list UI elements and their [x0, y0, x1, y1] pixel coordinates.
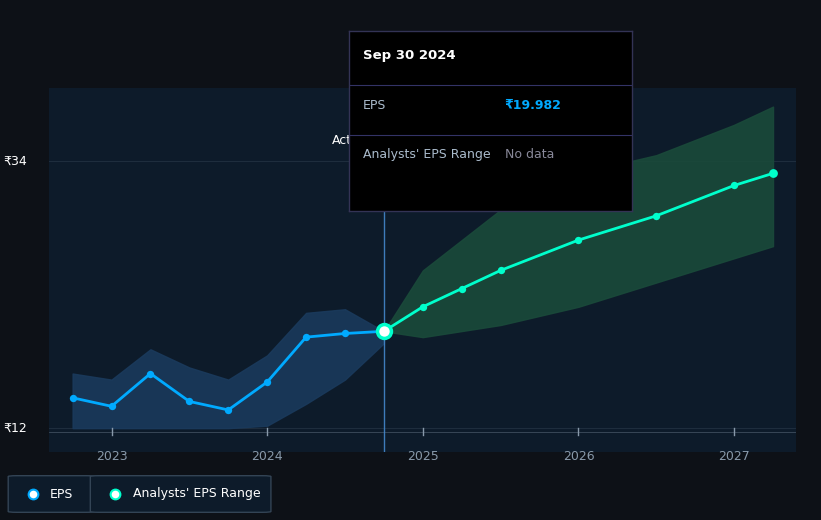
- Text: ₹34: ₹34: [3, 155, 27, 167]
- Point: [455, 284, 468, 293]
- Point: [416, 303, 429, 311]
- Text: Analysts' EPS Range: Analysts' EPS Range: [363, 148, 491, 161]
- Text: No data: No data: [505, 148, 554, 161]
- Text: 2025: 2025: [407, 450, 438, 463]
- Text: Analysts Forecasts: Analysts Forecasts: [397, 134, 513, 147]
- Point: [572, 236, 585, 244]
- Text: Actual: Actual: [333, 134, 371, 147]
- Point: [767, 169, 780, 177]
- Text: 2027: 2027: [718, 450, 750, 463]
- Text: Analysts' EPS Range: Analysts' EPS Range: [133, 488, 261, 500]
- Point: [649, 212, 663, 220]
- Point: [260, 378, 273, 386]
- Point: [144, 369, 157, 378]
- Point: [105, 402, 118, 410]
- Text: EPS: EPS: [363, 99, 387, 112]
- Text: ₹12: ₹12: [3, 422, 27, 435]
- Point: [338, 329, 351, 337]
- Point: [378, 327, 391, 335]
- Text: Sep 30 2024: Sep 30 2024: [363, 49, 456, 62]
- Text: 2026: 2026: [562, 450, 594, 463]
- Text: ₹19.982: ₹19.982: [505, 99, 562, 112]
- Point: [222, 406, 235, 414]
- Point: [727, 181, 741, 190]
- FancyBboxPatch shape: [8, 476, 94, 512]
- Point: [494, 266, 507, 275]
- Point: [66, 394, 79, 402]
- FancyBboxPatch shape: [90, 476, 271, 512]
- Point: [300, 333, 313, 341]
- Point: [183, 397, 196, 406]
- Text: EPS: EPS: [49, 488, 72, 500]
- Text: 2024: 2024: [251, 450, 283, 463]
- Text: 2023: 2023: [96, 450, 127, 463]
